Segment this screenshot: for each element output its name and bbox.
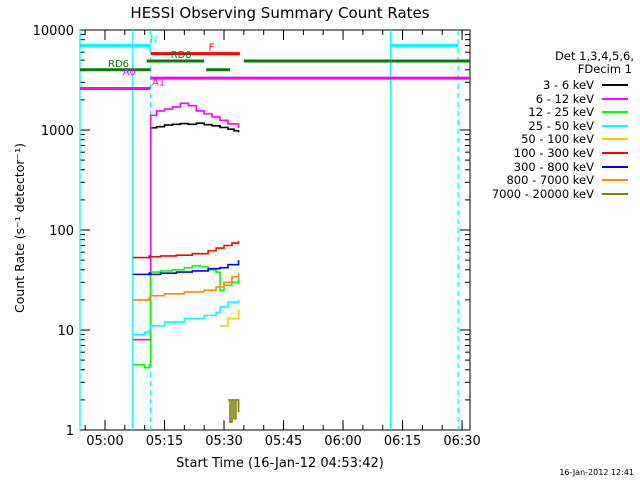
series-line bbox=[220, 309, 240, 327]
legend-entry: 50 - 100 keV bbox=[486, 132, 634, 146]
legend-entry: 25 - 50 keV bbox=[486, 119, 634, 133]
legend-entry: 12 - 25 keV bbox=[486, 105, 634, 119]
legend-entry-label: 12 - 25 keV bbox=[528, 105, 594, 120]
flag-n-label: N bbox=[150, 34, 157, 45]
series-line bbox=[132, 260, 240, 276]
x-tick-label: 05:00 bbox=[86, 434, 123, 449]
legend-entry: 7000 - 20000 keV bbox=[486, 187, 634, 201]
legend-entry-swatch bbox=[602, 84, 628, 86]
y-tick-label: 10 bbox=[57, 324, 74, 339]
x-tick-label: 06:15 bbox=[384, 434, 421, 449]
legend-entry-label: 3 - 6 keV bbox=[543, 78, 594, 92]
legend-entry-label: 6 - 12 keV bbox=[535, 91, 594, 106]
series-line bbox=[132, 264, 240, 369]
flag-rd0-label: RD0 bbox=[171, 50, 192, 61]
x-tick-label: 05:15 bbox=[146, 434, 183, 449]
y-tick-label: 100 bbox=[49, 224, 74, 239]
legend-entry: 800 - 7000 keV bbox=[486, 173, 634, 187]
flag-rd6-label: RD6 bbox=[108, 59, 129, 70]
y-tick-label: 1000 bbox=[41, 124, 74, 139]
series-line bbox=[132, 299, 240, 336]
legend-entry-label: 50 - 100 keV bbox=[521, 132, 594, 147]
legend-entry: 3 - 6 keV bbox=[486, 78, 634, 92]
legend-entry-label: 100 - 300 keV bbox=[513, 145, 594, 160]
legend-entry-swatch bbox=[602, 151, 628, 154]
x-axis-label: Start Time (16-Jan-12 04:53:42) bbox=[176, 456, 384, 471]
footer-timestamp: 16-Jan-2012 12:41 bbox=[559, 468, 634, 477]
legend-entry: 300 - 800 keV bbox=[486, 160, 634, 174]
legend-entry-label: 300 - 800 keV bbox=[513, 159, 594, 174]
legend-entry-label: 800 - 7000 keV bbox=[506, 173, 594, 188]
series-line bbox=[132, 240, 240, 259]
legend: Det 1,3,4,5,6, FDecim 1 3 - 6 keV 6 - 12 … bbox=[486, 49, 634, 201]
x-tick-label: 06:00 bbox=[324, 434, 361, 449]
legend-entry-swatch bbox=[602, 165, 628, 168]
legend-header-line-2: FDecim 1 bbox=[577, 62, 632, 76]
legend-entry-label: 7000 - 20000 keV bbox=[491, 186, 594, 201]
series-line bbox=[132, 102, 240, 341]
x-tick-label: 05:45 bbox=[265, 434, 302, 449]
flag-a1-label: A1 bbox=[152, 78, 165, 89]
legend-entry-swatch bbox=[602, 124, 628, 127]
flag-f-label: F bbox=[209, 43, 215, 54]
legend-entry-swatch bbox=[602, 179, 628, 182]
legend-entry-swatch bbox=[602, 111, 628, 114]
y-tick-label: 1 bbox=[66, 424, 74, 439]
legend-entry-swatch bbox=[602, 192, 628, 195]
legend-header-line-1: Det 1,3,4,5,6, bbox=[555, 49, 634, 63]
series-line bbox=[227, 399, 240, 423]
plot-area: 1 10 100 1000 10000 05:00 05:15 05:30 05:45 06:00… bbox=[33, 24, 481, 449]
series-line bbox=[150, 122, 240, 133]
legend-entry-swatch bbox=[602, 97, 628, 100]
series-line bbox=[132, 273, 240, 301]
legend-entry: 100 - 300 keV bbox=[486, 146, 634, 160]
y-axis-label: Count Rate (s⁻¹ detector⁻¹) bbox=[12, 143, 27, 313]
x-tick-label: 06:30 bbox=[443, 434, 480, 449]
legend-entry-swatch bbox=[602, 138, 628, 141]
chart-title: HESSI Observing Summary Count Rates bbox=[130, 4, 429, 22]
flag-a0-label: A0 bbox=[123, 67, 136, 78]
legend-entry: 6 - 12 keV bbox=[486, 92, 634, 106]
y-tick-label: 10000 bbox=[33, 24, 74, 39]
x-tick-label: 05:30 bbox=[205, 434, 242, 449]
legend-entry-label: 25 - 50 keV bbox=[528, 118, 594, 133]
